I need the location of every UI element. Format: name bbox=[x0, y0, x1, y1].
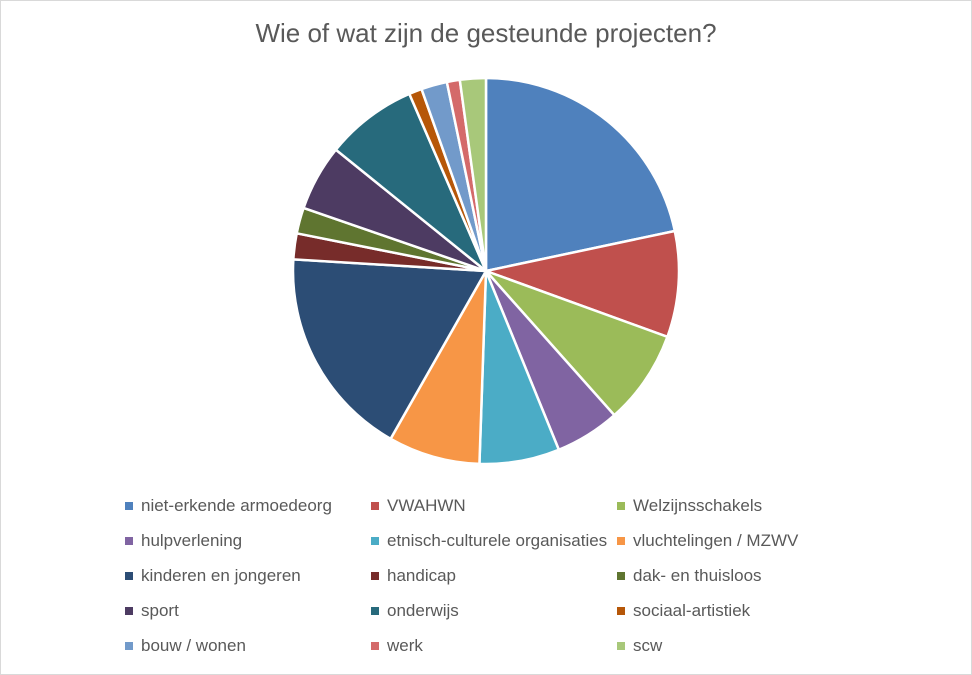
legend-swatch bbox=[371, 537, 379, 545]
legend-item: kinderen en jongeren bbox=[125, 566, 301, 586]
legend-label: VWAHWN bbox=[387, 496, 466, 515]
legend-label: Welzijnsschakels bbox=[633, 496, 763, 515]
legend-label: kinderen en jongeren bbox=[141, 566, 301, 585]
pie-slice-niet-erkende-armoedeorg bbox=[484, 76, 677, 273]
legend-label: niet-erkende armoedeorg bbox=[141, 496, 332, 515]
legend-item: dak- en thuisloos bbox=[617, 566, 762, 586]
pie-slice-vluchtelingen-mzwv bbox=[388, 270, 488, 466]
legend-item: hulpverlening bbox=[125, 531, 242, 551]
legend-label: vluchtelingen / MZWV bbox=[633, 531, 799, 550]
pie-slice-kinderen-en-jongeren bbox=[291, 258, 489, 441]
legend-swatch bbox=[371, 502, 379, 510]
legend-swatch bbox=[371, 607, 379, 615]
legend-swatch bbox=[125, 642, 133, 650]
legend-label: onderwijs bbox=[387, 601, 459, 620]
legend-label: sociaal-artistiek bbox=[633, 601, 751, 620]
legend-swatch bbox=[125, 607, 133, 615]
legend-swatch bbox=[617, 537, 625, 545]
legend-label: dak- en thuisloos bbox=[633, 566, 762, 585]
legend-swatch bbox=[617, 642, 625, 650]
legend-swatch bbox=[617, 572, 625, 580]
legend-item: scw bbox=[617, 636, 662, 656]
legend-label: bouw / wonen bbox=[141, 636, 246, 655]
legend-item: sociaal-artistiek bbox=[617, 601, 750, 621]
legend-item: bouw / wonen bbox=[125, 636, 246, 656]
legend-swatch bbox=[125, 537, 133, 545]
legend-item: VWAHWN bbox=[371, 496, 466, 516]
legend-item: vluchtelingen / MZWV bbox=[617, 531, 798, 551]
pie-slice-welzijnsschakels bbox=[485, 269, 670, 417]
legend-swatch bbox=[371, 642, 379, 650]
legend-label: hulpverlening bbox=[141, 531, 243, 550]
legend-swatch bbox=[617, 607, 625, 615]
legend-item: onderwijs bbox=[371, 601, 459, 621]
legend-swatch bbox=[125, 502, 133, 510]
pie-slice-onderwijs bbox=[334, 92, 488, 272]
legend-swatch bbox=[617, 502, 625, 510]
legend-label: werk bbox=[387, 636, 423, 655]
legend-item: sport bbox=[125, 601, 179, 621]
legend-swatch bbox=[371, 572, 379, 580]
pie-slice-vwahwn bbox=[481, 229, 681, 339]
pie-slice-scw bbox=[458, 76, 488, 272]
legend-label: scw bbox=[633, 636, 663, 655]
legend-label: sport bbox=[141, 601, 179, 620]
legend-item: niet-erkende armoedeorg bbox=[125, 496, 332, 516]
legend-label: etnisch-culturele organisaties bbox=[387, 531, 608, 550]
chart-title: Wie of wat zijn de gesteunde projecten? bbox=[255, 18, 717, 48]
legend-item: werk bbox=[371, 636, 423, 656]
legend-item: etnisch-culturele organisaties bbox=[371, 531, 607, 551]
legend-swatch bbox=[125, 572, 133, 580]
legend-item: Welzijnsschakels bbox=[617, 496, 762, 516]
legend-label: handicap bbox=[387, 566, 457, 585]
legend-item: handicap bbox=[371, 566, 456, 586]
